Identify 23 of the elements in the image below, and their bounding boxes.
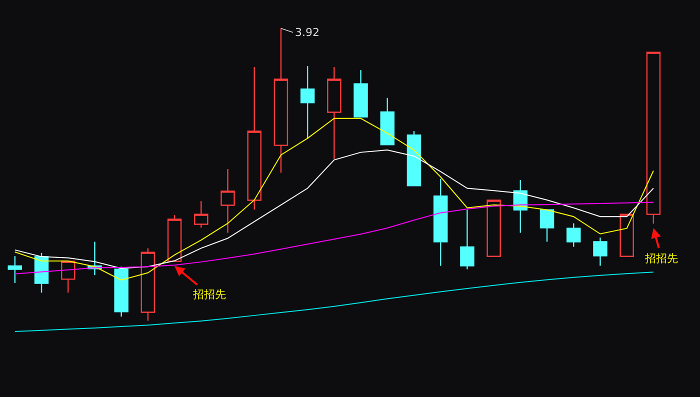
candlestick [327, 66, 342, 160]
candlestick [8, 255, 22, 284]
candlestick [460, 209, 474, 270]
candlestick [380, 97, 394, 146]
candlestick [114, 266, 128, 318]
candlestick [433, 178, 448, 266]
candlestick [646, 52, 661, 224]
candlestick [194, 200, 208, 228]
candlestick [300, 65, 315, 140]
candlestick [167, 214, 182, 262]
candlestick [593, 237, 608, 266]
candlestick [486, 200, 501, 257]
annotation: 招招先 [644, 252, 678, 265]
candlestick [406, 130, 422, 186]
candlestick [354, 70, 368, 118]
candlestick [220, 168, 235, 234]
candlestick [247, 66, 262, 210]
candlestick [540, 209, 554, 242]
annotation: 3.92 [295, 26, 320, 39]
candlestick [620, 214, 634, 257]
annotation: 招招先 [192, 288, 226, 301]
candlestick [566, 222, 581, 248]
candlestick [140, 248, 156, 322]
